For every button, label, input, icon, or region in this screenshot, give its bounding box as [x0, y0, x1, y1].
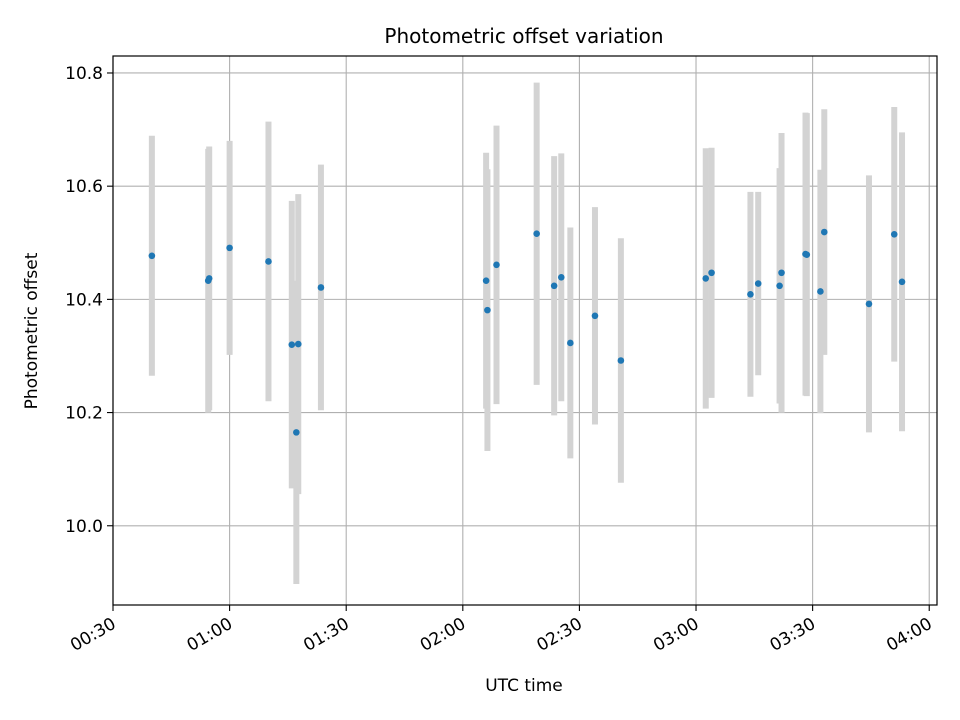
data-point [493, 261, 500, 269]
y-axis-title: Photometric offset [22, 252, 42, 409]
data-point [293, 429, 300, 436]
y-tick-label: 10.6 [65, 177, 103, 197]
data-point [265, 258, 272, 265]
y-tick-label: 10.8 [65, 64, 103, 84]
data-point [288, 341, 296, 348]
grid [112, 56, 937, 605]
data-points [148, 228, 906, 436]
y-axis-ticks: 10.0 10.2 10.4 10.6 10.8 [65, 64, 113, 537]
data-point [533, 230, 540, 238]
data-point [484, 306, 491, 314]
data-point [226, 244, 233, 252]
y-tick-label: 10.4 [65, 290, 103, 310]
data-point [890, 230, 898, 238]
data-point [617, 357, 625, 364]
data-point [747, 290, 754, 298]
data-point [702, 275, 710, 282]
data-point [557, 273, 565, 281]
y-tick-label: 10.0 [65, 517, 103, 537]
data-point [317, 284, 325, 291]
data-point [820, 228, 828, 236]
data-point [294, 340, 302, 348]
data-point [898, 278, 906, 286]
data-point [550, 282, 558, 290]
data-point [865, 300, 873, 308]
data-point [778, 269, 785, 277]
data-point [482, 277, 490, 284]
x-axis-title: UTC time [485, 676, 563, 696]
data-point [776, 282, 783, 290]
chart-title: Photometric offset variation [384, 24, 663, 48]
plot-frame [112, 55, 938, 606]
data-point [567, 339, 574, 347]
data-point [148, 252, 156, 260]
data-point [817, 288, 824, 295]
data-point [205, 275, 213, 282]
data-point [754, 280, 762, 287]
data-point [708, 269, 715, 277]
y-tick-label: 10.2 [65, 404, 103, 424]
data-point [591, 312, 599, 320]
data-point [803, 251, 811, 258]
